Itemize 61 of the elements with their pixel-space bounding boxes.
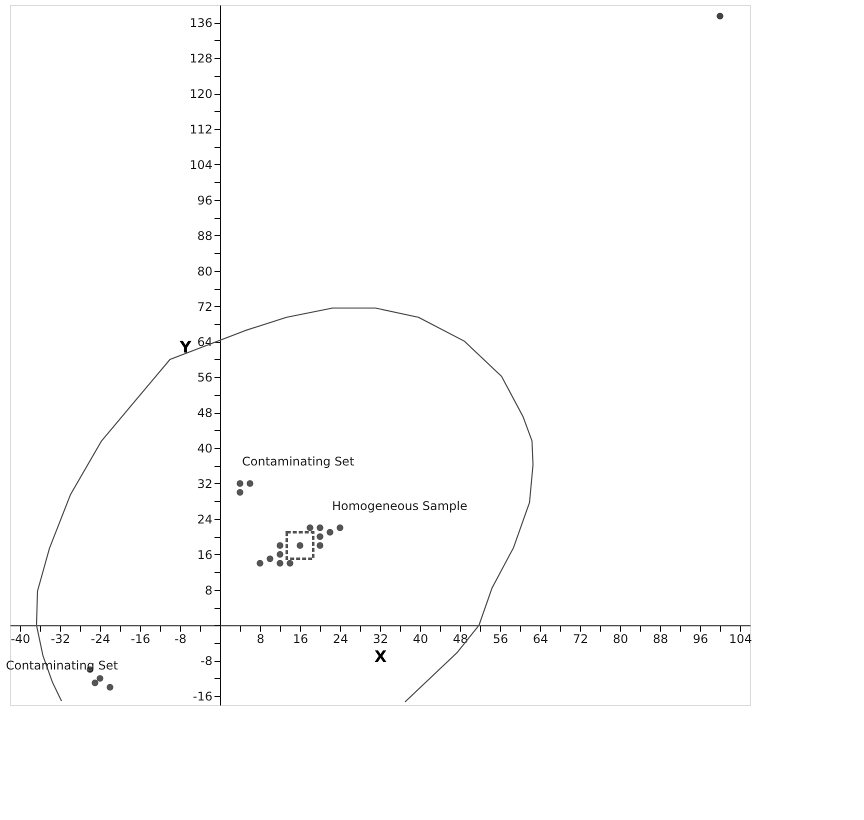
y-tick-label: 120 (190, 87, 212, 102)
y-tick-label: 24 (197, 512, 212, 526)
x-tick-label: 104 (729, 632, 752, 646)
y-tick-label: 40 (197, 442, 212, 456)
x-tick-label: 24 (332, 632, 348, 646)
x-tick-label: 96 (692, 632, 708, 646)
point (256, 560, 264, 567)
point (286, 560, 294, 567)
y-tick-label: 88 (197, 228, 212, 243)
point (106, 684, 114, 691)
point (286, 531, 314, 560)
point (716, 12, 724, 20)
y-axis-title: Y (178, 338, 192, 356)
point (296, 542, 304, 549)
x-tick-label: -8 (174, 632, 186, 646)
point (276, 551, 284, 558)
point (246, 480, 254, 487)
y-tick-label: -16 (192, 690, 212, 704)
point (276, 542, 284, 549)
y-tick-label: 136 (190, 16, 212, 30)
point (92, 680, 98, 686)
x-tick-label: -32 (50, 632, 70, 646)
y-tick-label: 64 (197, 335, 212, 350)
x-tick-label: 16 (292, 632, 308, 646)
point (316, 524, 324, 532)
x-tick-label: 40 (412, 632, 428, 646)
x-tick-label: -16 (130, 632, 150, 646)
point (316, 542, 324, 549)
x-tick-label: 88 (652, 632, 668, 646)
x-tick-label: 56 (492, 632, 508, 646)
point (326, 528, 334, 536)
y-tick-label: 104 (190, 158, 212, 172)
x-tick-label: 64 (532, 632, 548, 646)
y-tick-label: 48 (197, 406, 212, 420)
point (316, 533, 324, 540)
y-tick-label: 32 (197, 476, 212, 491)
annotation: Contaminating Set (242, 454, 354, 468)
x-tick-label: -40 (10, 632, 30, 646)
point (236, 480, 244, 487)
y-tick-label: 128 (190, 52, 212, 66)
y-tick-label: 56 (197, 370, 212, 385)
x-tick-label: 32 (372, 632, 388, 646)
point (336, 524, 344, 532)
point (96, 675, 104, 682)
point (236, 488, 244, 496)
y-tick-label: 96 (197, 193, 212, 208)
point (306, 524, 314, 532)
y-tick-label: 72 (197, 300, 212, 314)
y-tick-label: -8 (200, 654, 212, 668)
y-tick-label: 8 (204, 583, 212, 598)
x-axis-title: X (374, 646, 388, 666)
x-tick-label: -24 (90, 632, 110, 646)
y-tick-label: 80 (197, 264, 212, 278)
point (266, 555, 274, 562)
annotation: Homogeneous Sample (332, 498, 468, 513)
x-tick-label: 80 (612, 632, 628, 646)
y-tick-label: 16 (197, 548, 212, 562)
x-tick-label: 72 (572, 632, 588, 646)
point (276, 560, 284, 567)
y-tick-label: 112 (190, 122, 212, 137)
x-tick-label: 8 (256, 632, 264, 646)
